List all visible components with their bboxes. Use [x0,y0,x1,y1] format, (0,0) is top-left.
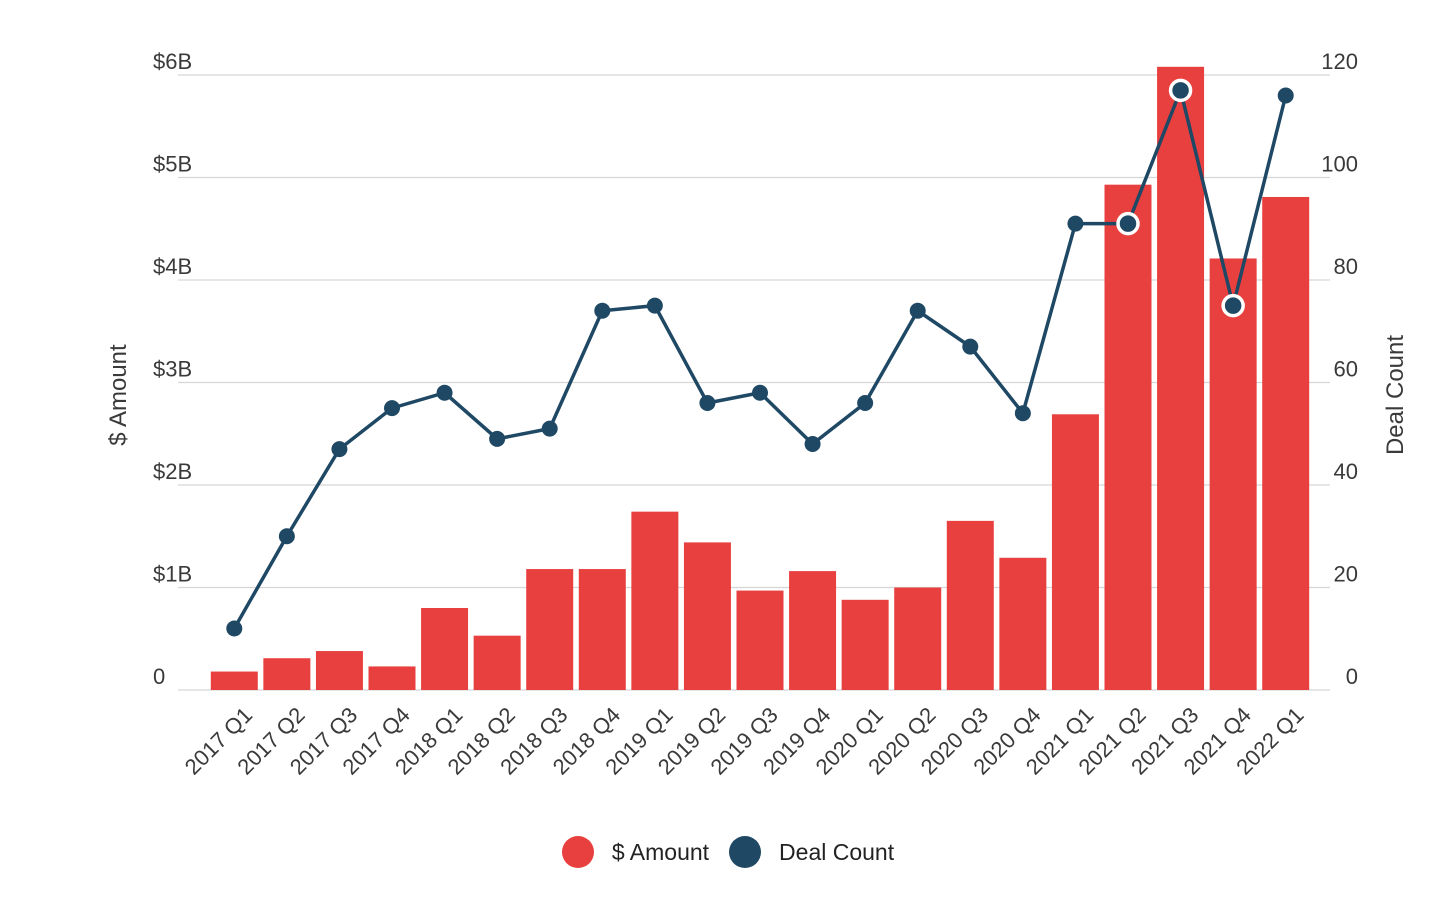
deal-count-point-2019-q2[interactable] [699,395,716,411]
deal-count-point-2017-q4[interactable] [384,400,400,417]
legend-label-amount: $ Amount [611,838,710,865]
bar-2018-q3[interactable] [526,569,574,690]
bar-2017-q3[interactable] [315,651,363,690]
deal-count-point-2021-q1[interactable] [1067,215,1084,232]
deal-count-point-2017-q3[interactable] [331,441,348,458]
legend-label-deal-count: Deal Count [779,838,895,865]
y-axis-right-ticks: 0 20 40 60 80 100 120 [1321,49,1358,689]
y-axis-right-title: Deal Count [1382,335,1409,455]
y-right-tick-label: 0 [1346,664,1358,689]
deal-count-point-2019-q3[interactable] [752,384,768,401]
legend: $ Amount Deal Count [0,836,1456,868]
deal-count-point-2020-q2[interactable] [909,302,926,319]
bars-amount [210,66,1310,691]
deal-count-point-2018-q2[interactable] [489,430,506,447]
deal-count-point-2022-q1[interactable] [1277,87,1294,104]
bar-2021-q3[interactable] [1157,66,1205,691]
bar-2021-q1[interactable] [1051,414,1099,690]
y-right-tick-label: 60 [1334,357,1358,382]
bar-2018-q1[interactable] [421,608,469,690]
y-right-tick-label: 120 [1321,49,1358,74]
deal-count-point-2018-q4[interactable] [594,302,611,319]
y-axis-left-ticks: 0 $1B $2B $3B $4B $5B $6B [153,49,192,689]
bar-2021-q2[interactable] [1104,184,1152,691]
bar-2018-q4[interactable] [578,569,626,690]
deal-count-point-2019-q1[interactable] [646,297,663,314]
bar-2019-q2[interactable] [683,542,731,690]
y-right-tick-label: 100 [1321,152,1358,177]
bar-2017-q1[interactable] [210,671,258,690]
bar-2017-q2[interactable] [263,658,311,690]
bar-2019-q1[interactable] [631,511,679,690]
y-left-tick-label: 0 [153,664,165,689]
legend-swatch-amount [561,836,594,868]
y-left-tick-label: $3B [153,357,192,382]
deal-count-point-2020-q4[interactable] [1014,405,1031,422]
deal-count-point-2020-q1[interactable] [857,395,874,411]
deal-count-point-2018-q1[interactable] [436,384,453,401]
deal-count-point-2019-q4[interactable] [804,436,821,452]
deal-count-point-2020-q3[interactable] [962,338,979,355]
deal-count-point-2017-q1[interactable] [226,620,243,637]
y-left-tick-label: $1B [153,562,192,587]
bar-2021-q4[interactable] [1209,258,1257,690]
y-right-tick-label: 20 [1334,562,1358,587]
deal-count-point-2021-q2[interactable] [1116,211,1140,236]
y-left-tick-label: $4B [153,254,192,279]
legend-item-deal-count[interactable]: Deal Count [729,836,894,868]
legend-item-amount[interactable]: $ Amount [561,836,710,868]
y-left-tick-label: $5B [153,152,192,177]
line-deal-count [226,78,1294,637]
y-left-tick-label: $2B [153,459,192,484]
gridlines [178,74,1330,691]
bar-2017-q4[interactable] [368,666,416,690]
bar-2018-q2[interactable] [473,635,521,690]
y-axis-left-title: $ Amount [105,344,132,446]
y-right-tick-label: 40 [1334,459,1358,484]
bar-2019-q4[interactable] [789,571,837,690]
deal-count-point-2021-q3[interactable] [1168,78,1193,103]
bar-2020-q2[interactable] [894,587,942,691]
legend-swatch-deal-count [729,836,762,868]
bar-2020-q1[interactable] [841,599,889,690]
deal-count-point-2018-q3[interactable] [541,420,558,437]
y-right-tick-label: 80 [1334,254,1358,279]
bar-2022-q1[interactable] [1262,196,1310,690]
bar-2020-q3[interactable] [946,520,994,690]
bar-2019-q3[interactable] [736,590,784,690]
deal-count-point-2021-q4[interactable] [1221,293,1245,318]
deal-count-point-2017-q2[interactable] [278,528,295,545]
bar-2020-q4[interactable] [999,557,1047,690]
y-left-tick-label: $6B [153,49,192,74]
